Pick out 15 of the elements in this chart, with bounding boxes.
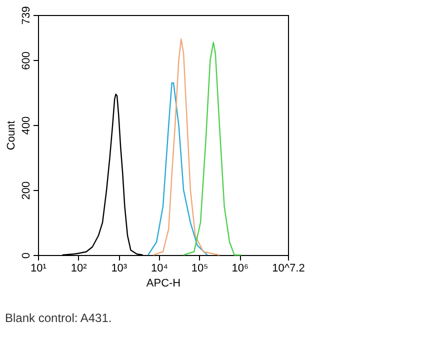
x-tick-label: 10⁵ (191, 262, 208, 274)
text: Blank control: A431. (5, 311, 112, 325)
x-tick-label: 10¹ (30, 262, 47, 274)
y-tick-label: 0 (20, 252, 32, 259)
y-tick-label: 400 (20, 116, 32, 135)
x-tick-label: 10⁴ (150, 262, 168, 274)
y-tick-label: 739 (20, 6, 32, 25)
x-tick-label: 10^7.2 (272, 262, 305, 274)
y-axis-title: Count (6, 120, 18, 150)
x-tick-label: 10³ (111, 262, 128, 274)
y-tick-label: 200 (20, 181, 32, 200)
x-tick-label: 10² (70, 262, 88, 274)
y-tick-label: 600 (20, 51, 32, 70)
x-axis-title: APC-H (146, 278, 181, 290)
x-tick-label: 10⁶ (232, 262, 248, 274)
